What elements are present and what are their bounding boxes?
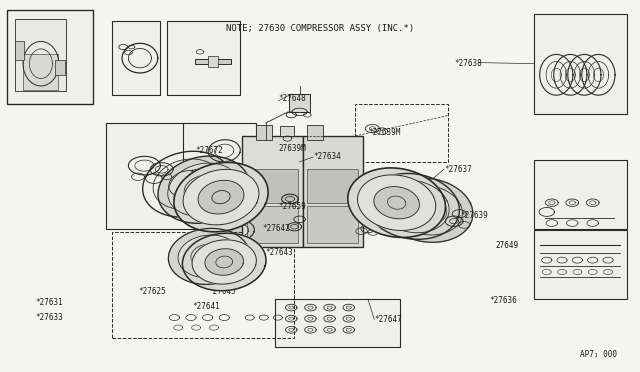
Bar xyxy=(303,136,364,247)
Text: *27659: *27659 xyxy=(278,202,307,211)
Text: *27637: *27637 xyxy=(445,165,472,174)
Text: *27639: *27639 xyxy=(461,211,488,220)
Text: *27639M: *27639M xyxy=(368,128,400,137)
Text: *27648: *27648 xyxy=(278,94,307,103)
Polygon shape xyxy=(376,180,449,233)
Bar xyxy=(256,125,272,140)
Bar xyxy=(275,299,400,347)
Bar xyxy=(23,54,58,90)
Text: *27636: *27636 xyxy=(489,296,517,305)
Polygon shape xyxy=(546,61,566,88)
Polygon shape xyxy=(226,221,254,240)
Polygon shape xyxy=(568,54,601,95)
Polygon shape xyxy=(129,48,152,68)
Bar xyxy=(534,231,627,299)
Bar xyxy=(15,19,66,92)
Bar xyxy=(307,125,323,140)
Text: *27647: *27647 xyxy=(374,315,402,324)
Polygon shape xyxy=(348,168,445,237)
Bar xyxy=(15,41,24,60)
Polygon shape xyxy=(184,175,223,204)
Text: *27644: *27644 xyxy=(189,169,217,177)
Text: *27641: *27641 xyxy=(192,302,220,311)
Bar xyxy=(182,123,256,186)
Text: *27635: *27635 xyxy=(221,270,249,279)
Polygon shape xyxy=(208,140,240,162)
Polygon shape xyxy=(158,156,250,223)
Bar xyxy=(195,59,230,64)
Text: 27649: 27649 xyxy=(495,241,519,250)
Polygon shape xyxy=(29,49,52,78)
Polygon shape xyxy=(381,178,473,242)
Bar xyxy=(246,169,298,203)
Bar xyxy=(307,169,358,203)
Text: AP7₁ 000: AP7₁ 000 xyxy=(580,350,617,359)
Text: *27645: *27645 xyxy=(208,287,236,296)
Bar xyxy=(167,21,240,95)
Bar xyxy=(55,60,65,75)
Polygon shape xyxy=(374,187,419,219)
Polygon shape xyxy=(178,235,240,278)
Polygon shape xyxy=(23,41,59,86)
Bar xyxy=(246,206,298,243)
Bar xyxy=(208,56,218,67)
Bar xyxy=(534,14,627,114)
Polygon shape xyxy=(554,54,587,95)
Polygon shape xyxy=(122,43,158,73)
Polygon shape xyxy=(183,169,259,225)
Polygon shape xyxy=(366,173,460,239)
Polygon shape xyxy=(392,185,463,235)
Text: *27633: *27633 xyxy=(36,313,63,322)
Text: *27625: *27625 xyxy=(138,287,166,296)
Polygon shape xyxy=(205,249,243,275)
Polygon shape xyxy=(198,180,244,214)
Polygon shape xyxy=(168,163,240,217)
Text: *27634: *27634 xyxy=(314,152,341,161)
Text: *27642: *27642 xyxy=(262,224,291,233)
Polygon shape xyxy=(168,228,250,285)
Bar xyxy=(289,94,310,112)
Text: *27672: *27672 xyxy=(195,146,223,155)
Bar xyxy=(242,136,303,247)
Polygon shape xyxy=(192,240,257,284)
Text: *27638: *27638 xyxy=(454,59,482,68)
Polygon shape xyxy=(358,175,436,231)
Text: *27631: *27631 xyxy=(36,298,63,307)
Polygon shape xyxy=(540,54,573,95)
Bar xyxy=(106,123,205,229)
Polygon shape xyxy=(153,159,221,209)
Bar xyxy=(307,206,358,243)
Polygon shape xyxy=(174,163,268,232)
Text: NOTE; 27630 COMPRESSOR ASSY (INC.*): NOTE; 27630 COMPRESSOR ASSY (INC.*) xyxy=(226,24,414,33)
Bar xyxy=(7,10,93,105)
Bar xyxy=(355,105,448,162)
Polygon shape xyxy=(582,54,615,95)
Polygon shape xyxy=(560,61,580,88)
Bar xyxy=(113,21,161,95)
Polygon shape xyxy=(143,151,232,217)
Polygon shape xyxy=(588,61,609,88)
Bar xyxy=(280,126,294,136)
Bar xyxy=(534,160,627,229)
Polygon shape xyxy=(574,61,595,88)
Polygon shape xyxy=(182,233,266,291)
Text: *27643: *27643 xyxy=(266,248,294,257)
Text: 27639M: 27639M xyxy=(278,144,307,153)
Bar xyxy=(113,232,294,338)
